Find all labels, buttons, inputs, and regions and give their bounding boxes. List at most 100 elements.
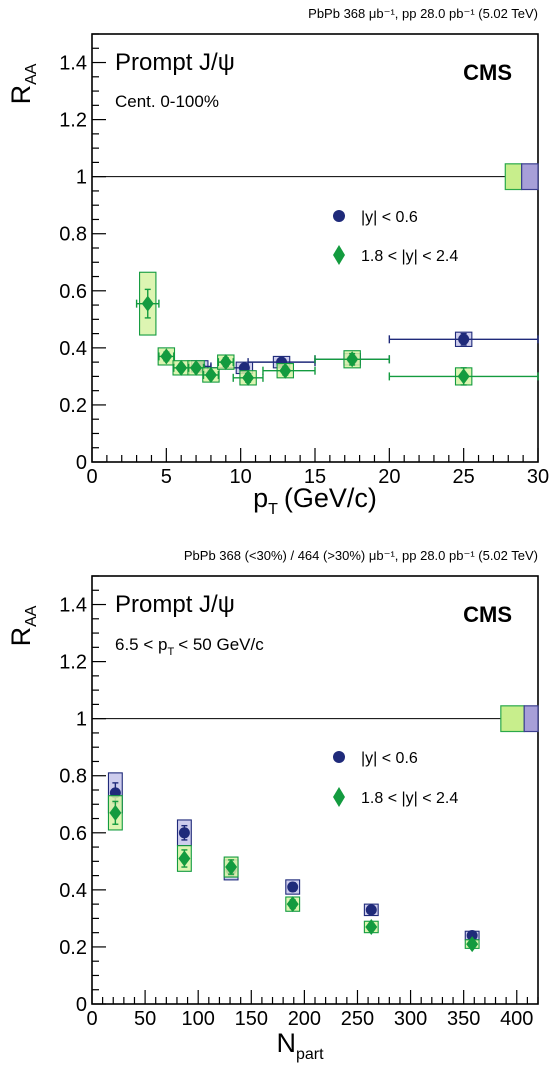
legend-entry-forward: 1.8 < |y| < 2.4 — [361, 248, 458, 265]
diamond-marker — [204, 366, 217, 383]
global-uncertainty-box — [523, 705, 539, 733]
x-tick-label: 200 — [288, 1008, 321, 1030]
y-tick-label: 0.4 — [59, 338, 87, 360]
data-point — [202, 366, 220, 383]
y-tick-label: 1.2 — [59, 652, 87, 674]
data-point — [285, 879, 301, 895]
data-point — [217, 354, 235, 371]
data-point — [157, 347, 176, 366]
x-tick-label: 10 — [230, 466, 252, 488]
data-point — [285, 896, 301, 913]
x-tick-label: 30 — [527, 466, 549, 488]
figure-sublabel: Cent. 0-100% — [115, 92, 219, 111]
data-point — [135, 271, 160, 336]
x-tick-label: 15 — [304, 466, 326, 488]
x-tick-label: 5 — [161, 466, 172, 488]
figure-label: Prompt J/ψ — [115, 49, 235, 76]
data-point — [464, 936, 480, 953]
experiment-label: CMS — [463, 60, 512, 85]
legend-marker-circle — [333, 210, 345, 222]
data-point — [363, 918, 379, 935]
diamond-marker — [178, 850, 191, 867]
diamond-marker — [365, 918, 378, 935]
x-tick-label: 250 — [341, 1008, 374, 1030]
data-point — [107, 795, 123, 831]
legend-entry-central: |y| < 0.6 — [361, 209, 418, 226]
data-point — [232, 369, 264, 386]
circle-marker — [466, 930, 478, 942]
y-tick-label: 1.4 — [59, 53, 87, 75]
global-uncertainty-box — [521, 163, 539, 191]
y-tick-label: 1.2 — [59, 110, 87, 132]
diamond-marker — [175, 359, 188, 376]
circle-marker — [365, 904, 377, 916]
x-tick-label: 25 — [453, 466, 475, 488]
data-point — [262, 362, 316, 379]
y-tick-label: 1 — [76, 709, 87, 731]
figure-sublabel: 6.5 < pT < 50 GeV/c — [115, 635, 264, 658]
diamond-marker — [160, 348, 173, 365]
y-axis-label: RAA — [6, 605, 40, 646]
x-axis-label: pT (GeV/c) — [253, 483, 377, 518]
panel-header: PbPb 368 (<30%) / 464 (>30%) μb⁻¹, pp 28… — [184, 548, 538, 563]
y-tick-label: 0.4 — [59, 880, 87, 902]
y-tick-label: 0.6 — [59, 823, 87, 845]
x-tick-label: 350 — [447, 1008, 480, 1030]
y-tick-label: 0 — [76, 994, 87, 1016]
legend-marker-circle — [333, 751, 345, 763]
legend: |y| < 0.6 1.8 < |y| < 2.4 — [333, 209, 458, 265]
diamond-marker — [141, 295, 154, 312]
legend-marker-diamond — [333, 245, 345, 265]
x-tick-label: 400 — [500, 1008, 533, 1030]
x-tick-label: 20 — [378, 466, 400, 488]
x-axis-label: Npart — [276, 1028, 324, 1063]
diamond-marker — [457, 368, 470, 385]
diamond-marker — [225, 859, 238, 876]
raa-vs-pt-panel: PbPb 368 μb⁻¹, pp 28.0 pb⁻¹ (5.02 TeV) 0… — [6, 6, 549, 518]
x-tick-label: 0 — [86, 1008, 97, 1030]
y-tick-label: 0.2 — [59, 395, 87, 417]
legend-marker-diamond — [333, 787, 345, 807]
circle-marker — [287, 881, 299, 893]
figure-label: Prompt J/ψ — [115, 591, 235, 618]
x-tick-label: 150 — [235, 1008, 268, 1030]
diamond-marker — [286, 896, 299, 913]
data-point — [172, 359, 190, 376]
y-tick-label: 0.6 — [59, 281, 87, 303]
legend-entry-central: |y| < 0.6 — [361, 750, 418, 767]
data-point — [176, 819, 192, 847]
data-point — [388, 331, 539, 347]
diamond-marker — [242, 369, 255, 386]
y-tick-label: 0.8 — [59, 766, 87, 788]
diamond-marker — [109, 804, 122, 821]
legend-entry-forward: 1.8 < |y| < 2.4 — [361, 790, 458, 807]
data-point — [363, 903, 379, 917]
global-uncertainty-box — [500, 705, 525, 733]
legend: |y| < 0.6 1.8 < |y| < 2.4 — [333, 750, 458, 807]
raa-vs-npart-panel: PbPb 368 (<30%) / 464 (>30%) μb⁻¹, pp 28… — [6, 548, 539, 1063]
data-point — [388, 367, 539, 386]
data-point — [223, 856, 239, 878]
y-tick-label: 1.4 — [59, 595, 87, 617]
y-tick-label: 1 — [76, 167, 87, 189]
data-point — [176, 845, 192, 872]
diamond-marker — [346, 351, 359, 368]
circle-marker — [458, 333, 470, 345]
data-point — [187, 359, 205, 376]
x-tick-label: 50 — [134, 1008, 156, 1030]
experiment-label: CMS — [463, 602, 512, 627]
x-tick-label: 100 — [182, 1008, 215, 1030]
diamond-marker — [279, 362, 292, 379]
y-tick-label: 0.8 — [59, 224, 87, 246]
data-point — [314, 350, 391, 369]
diamond-marker — [190, 359, 203, 376]
x-tick-label: 0 — [86, 466, 97, 488]
x-tick-label: 300 — [394, 1008, 427, 1030]
circle-marker — [178, 827, 190, 839]
diamond-marker — [466, 936, 479, 953]
diamond-marker — [219, 354, 232, 371]
global-uncertainty-box — [504, 163, 523, 191]
y-tick-label: 0.2 — [59, 937, 87, 959]
y-tick-label: 0 — [76, 452, 87, 474]
